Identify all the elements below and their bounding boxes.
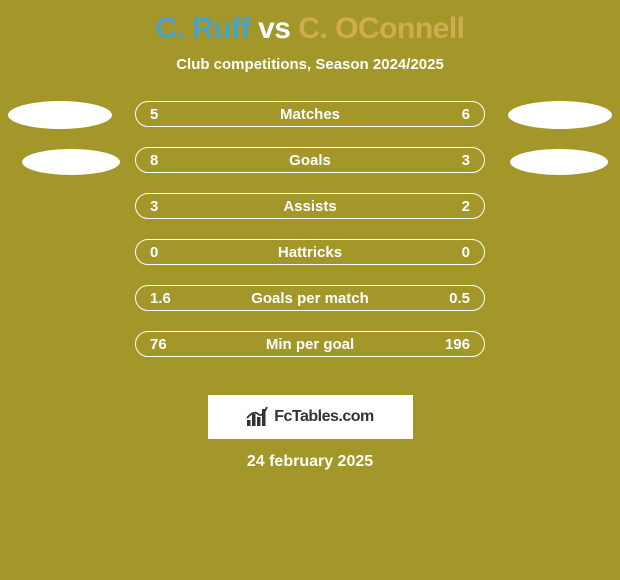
stat-row: 3Assists2 (0, 193, 620, 239)
stat-bar: 76Min per goal196 (135, 331, 485, 357)
stat-left-value: 3 (136, 198, 186, 215)
stat-label: Assists (186, 198, 434, 215)
logo-icon (246, 406, 270, 428)
stat-left-value: 0 (136, 244, 186, 261)
comparison-title: C. Ruff vs C. OConnell (0, 0, 620, 46)
date-label: 24 february 2025 (0, 453, 620, 471)
stat-row: 0Hattricks0 (0, 239, 620, 285)
stat-left-value: 5 (136, 106, 186, 123)
source-badge-text: FcTables.com (274, 408, 374, 426)
source-badge: FcTables.com (208, 395, 413, 439)
stat-bar: 1.6Goals per match0.5 (135, 285, 485, 311)
player1-name: C. Ruff (155, 12, 250, 45)
stat-right-value: 196 (434, 336, 484, 353)
stat-row: 1.6Goals per match0.5 (0, 285, 620, 331)
stat-row: 5Matches6 (0, 101, 620, 147)
stat-label: Matches (186, 106, 434, 123)
vs-text: vs (258, 12, 290, 45)
player2-name: C. OConnell (298, 12, 464, 45)
stat-bar: 3Assists2 (135, 193, 485, 219)
stat-right-value: 3 (434, 152, 484, 169)
stat-right-value: 0.5 (434, 290, 484, 307)
stat-bar: 8Goals3 (135, 147, 485, 173)
stat-left-value: 1.6 (136, 290, 186, 307)
stat-left-value: 8 (136, 152, 186, 169)
stat-row: 8Goals3 (0, 147, 620, 193)
stat-bar: 5Matches6 (135, 101, 485, 127)
subtitle: Club competitions, Season 2024/2025 (0, 56, 620, 73)
stat-bar: 0Hattricks0 (135, 239, 485, 265)
stat-label: Goals (186, 152, 434, 169)
stat-label: Goals per match (186, 290, 434, 307)
stat-right-value: 0 (434, 244, 484, 261)
stats-area: 5Matches68Goals33Assists20Hattricks01.6G… (0, 101, 620, 377)
infographic-container: C. Ruff vs C. OConnell Club competitions… (0, 0, 620, 580)
stat-right-value: 2 (434, 198, 484, 215)
stat-row: 76Min per goal196 (0, 331, 620, 377)
stat-right-value: 6 (434, 106, 484, 123)
stat-label: Min per goal (186, 336, 434, 353)
stat-left-value: 76 (136, 336, 186, 353)
stat-label: Hattricks (186, 244, 434, 261)
